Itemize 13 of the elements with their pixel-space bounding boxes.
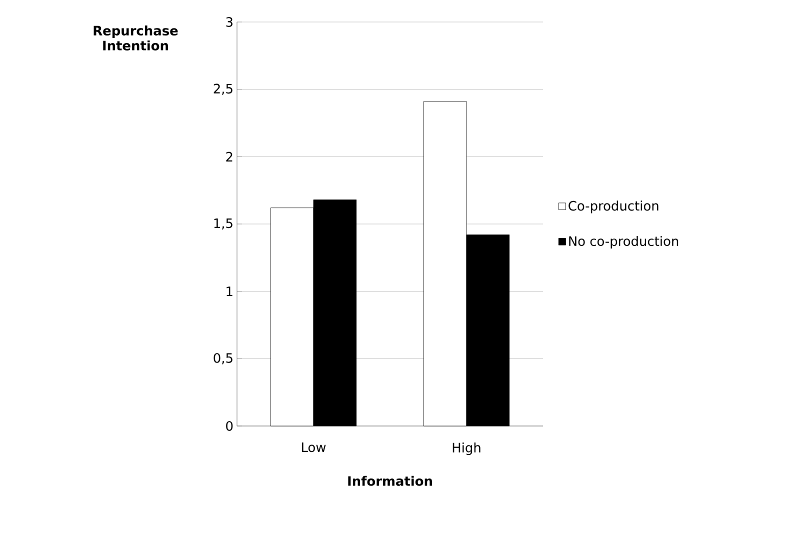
y-axis-title: Repurchase Intention — [94, 26, 178, 50]
y-tick-label: 1 — [226, 286, 232, 296]
x-tick-label: High — [452, 442, 480, 456]
legend-label: No co-production — [569, 236, 678, 249]
y-tick-label: 0,5 — [214, 353, 232, 364]
y-tick-label: 1,5 — [214, 218, 232, 230]
x-axis-title: Information — [348, 476, 432, 486]
y-tick-label: 3 — [226, 17, 232, 27]
legend-label: Co-production — [568, 200, 658, 214]
y-tick-label: 2 — [226, 152, 232, 162]
y-tick-label: 0 — [226, 421, 233, 431]
x-tick-label: Low — [302, 442, 326, 452]
y-tick-label: 2,5 — [214, 84, 232, 95]
